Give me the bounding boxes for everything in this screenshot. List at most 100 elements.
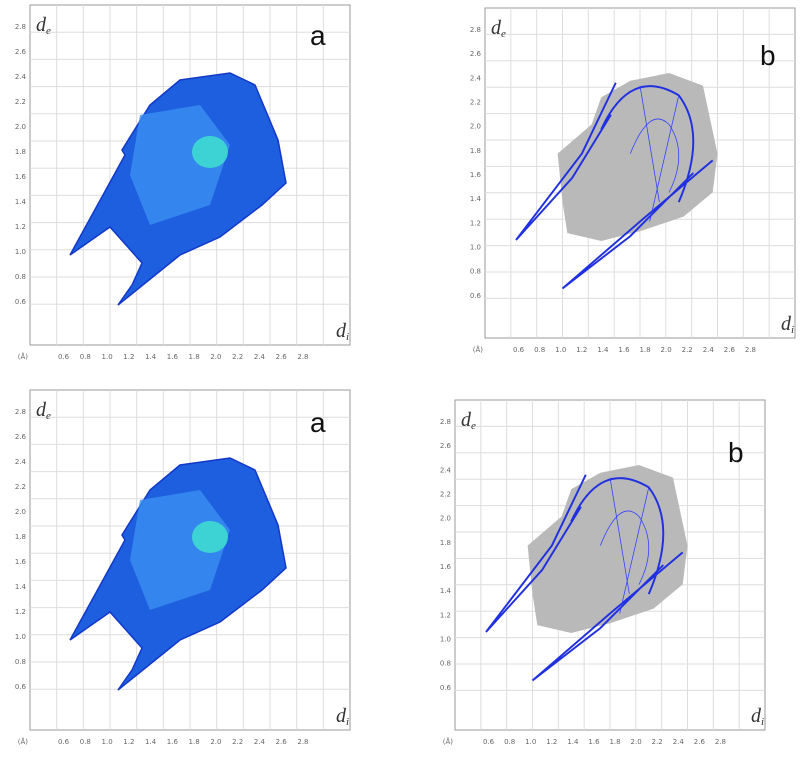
subscript: e: [471, 420, 476, 432]
symbol: d: [491, 17, 502, 39]
x-tick-label: 1.0: [555, 346, 566, 354]
y-tick-label: 1.4: [15, 583, 27, 591]
y-tick-label: 2.0: [470, 123, 481, 131]
subscript: i: [346, 716, 349, 728]
x-axis-label: di: [781, 313, 794, 336]
x-tick-label: 1.2: [576, 346, 587, 354]
subscript: e: [46, 410, 51, 422]
y-tick-label: 0.6: [15, 298, 27, 306]
contact-line: [599, 477, 650, 614]
y-tick-label: 1.0: [440, 636, 451, 644]
symbol: d: [751, 705, 762, 727]
contact-region: [130, 105, 230, 225]
y-tick-label: 0.8: [440, 660, 451, 668]
y-tick-label: 0.6: [15, 683, 27, 691]
subscript: e: [501, 28, 506, 40]
x-tick-label: 1.6: [167, 738, 179, 746]
y-tick-label: 1.4: [470, 195, 482, 203]
x-tick-label: 2.6: [694, 738, 706, 746]
x-tick-label: 2.0: [661, 346, 672, 354]
fingerprint-panel: adedi2.82.62.42.22.01.81.61.41.21.00.80.…: [15, 389, 351, 746]
panel-label: a: [310, 407, 326, 438]
y-tick-label: 2.8: [440, 418, 451, 426]
x-tick-label: 1.8: [189, 738, 200, 746]
y-tick-label: 1.6: [470, 171, 482, 179]
x-unit: (Å): [18, 737, 29, 746]
y-axis-label: de: [461, 409, 476, 432]
x-tick-label: 1.2: [546, 738, 557, 746]
x-tick-label: 2.2: [232, 738, 243, 746]
x-tick-label: 2.8: [745, 346, 756, 354]
x-tick-label: 2.4: [254, 353, 266, 361]
panel-label: b: [728, 437, 744, 468]
x-tick-label: 0.8: [80, 738, 91, 746]
subscript: i: [346, 331, 349, 343]
y-tick-label: 1.6: [440, 563, 452, 571]
x-tick-label: 1.4: [567, 738, 579, 746]
x-tick-label: 2.2: [682, 346, 693, 354]
y-tick-label: 2.4: [15, 73, 27, 81]
y-tick-label: 2.8: [470, 26, 481, 34]
subscript: i: [761, 716, 764, 728]
x-tick-label: 1.2: [123, 353, 134, 361]
x-tick-label: 2.8: [715, 738, 726, 746]
x-tick-label: 0.6: [58, 353, 70, 361]
x-tick-label: 0.8: [504, 738, 515, 746]
y-tick-label: 2.8: [15, 23, 26, 31]
y-tick-label: 2.4: [470, 74, 482, 82]
subscript: e: [46, 25, 51, 37]
x-tick-label: 2.0: [210, 738, 221, 746]
contact-line: [485, 474, 684, 682]
x-tick-label: 0.6: [513, 346, 525, 354]
x-tick-label: 2.4: [703, 346, 715, 354]
y-tick-label: 0.8: [15, 658, 26, 666]
x-tick-label: 1.8: [609, 738, 620, 746]
fingerprint-panel: bdedi2.82.62.42.22.01.81.61.41.21.00.80.…: [440, 399, 766, 746]
y-tick-label: 0.8: [15, 273, 26, 281]
x-tick-label: 2.4: [254, 738, 266, 746]
x-axis-label: di: [751, 705, 764, 728]
y-tick-label: 1.4: [440, 587, 452, 595]
fingerprint-panel: adedi2.82.62.42.22.01.81.61.41.21.00.80.…: [15, 4, 351, 361]
symbol: d: [336, 320, 347, 342]
fingerprint-shape: [485, 465, 688, 682]
x-tick-label: 1.8: [189, 353, 200, 361]
y-tick-label: 2.6: [470, 50, 482, 58]
x-unit: (Å): [18, 352, 29, 361]
symbol: d: [36, 14, 47, 36]
x-tick-label: 1.6: [588, 738, 600, 746]
x-tick-label: 1.6: [167, 353, 179, 361]
x-tick-label: 2.8: [297, 738, 308, 746]
y-tick-label: 1.6: [15, 173, 27, 181]
y-axis-label: de: [491, 17, 506, 40]
x-tick-label: 1.0: [102, 353, 113, 361]
x-unit: (Å): [473, 345, 484, 354]
x-tick-label: 1.4: [597, 346, 609, 354]
x-tick-label: 1.0: [102, 738, 113, 746]
y-tick-label: 2.6: [15, 433, 27, 441]
x-tick-label: 0.6: [58, 738, 70, 746]
y-tick-label: 0.6: [440, 684, 452, 692]
y-tick-label: 2.6: [15, 48, 27, 56]
x-tick-label: 2.2: [652, 738, 663, 746]
y-tick-label: 0.6: [470, 292, 482, 300]
x-axis-label: di: [336, 320, 349, 343]
contact-line: [515, 82, 714, 290]
y-tick-label: 1.8: [470, 147, 481, 155]
y-tick-label: 2.6: [440, 442, 452, 450]
x-tick-label: 1.4: [145, 353, 157, 361]
x-tick-label: 2.6: [276, 738, 288, 746]
y-tick-label: 1.2: [440, 611, 451, 619]
x-tick-label: 0.6: [483, 738, 495, 746]
y-axis-label: de: [36, 14, 51, 37]
x-tick-label: 2.6: [276, 353, 288, 361]
contact-region: [130, 490, 230, 610]
y-tick-label: 1.2: [470, 219, 481, 227]
x-unit: (Å): [443, 737, 454, 746]
y-tick-label: 2.8: [15, 408, 26, 416]
x-tick-label: 2.0: [210, 353, 221, 361]
x-tick-label: 2.0: [631, 738, 642, 746]
y-tick-label: 2.2: [440, 491, 451, 499]
y-tick-label: 1.2: [15, 223, 26, 231]
hot-spot: [192, 136, 228, 168]
